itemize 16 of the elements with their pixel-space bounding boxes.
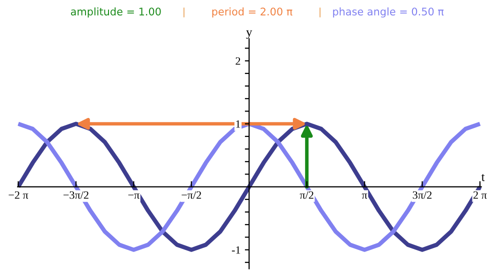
x-tick-label: 2 π xyxy=(473,191,487,199)
y-tick-label: 1 xyxy=(236,120,240,128)
text: period = 2.00 π xyxy=(212,7,292,18)
x-axis-title: t xyxy=(481,174,485,182)
x-tick-label: −2 π xyxy=(8,191,28,199)
x-tick-label: π xyxy=(362,194,368,199)
x-tick-label: π/2 xyxy=(300,191,314,199)
x-tick-label: −π/2 xyxy=(182,191,202,199)
y-tick-label: -1 xyxy=(232,246,240,254)
text: amplitude = 1.00 xyxy=(70,7,161,18)
x-tick-label: −3π/2 xyxy=(64,191,88,199)
text: phase angle = 0.50 π xyxy=(333,7,444,18)
y-axis-title: y xyxy=(246,30,252,39)
x-tick-label: −π xyxy=(128,194,140,199)
y-tick-label: 2 xyxy=(236,57,240,65)
x-tick-label: 3π/2 xyxy=(412,191,432,199)
